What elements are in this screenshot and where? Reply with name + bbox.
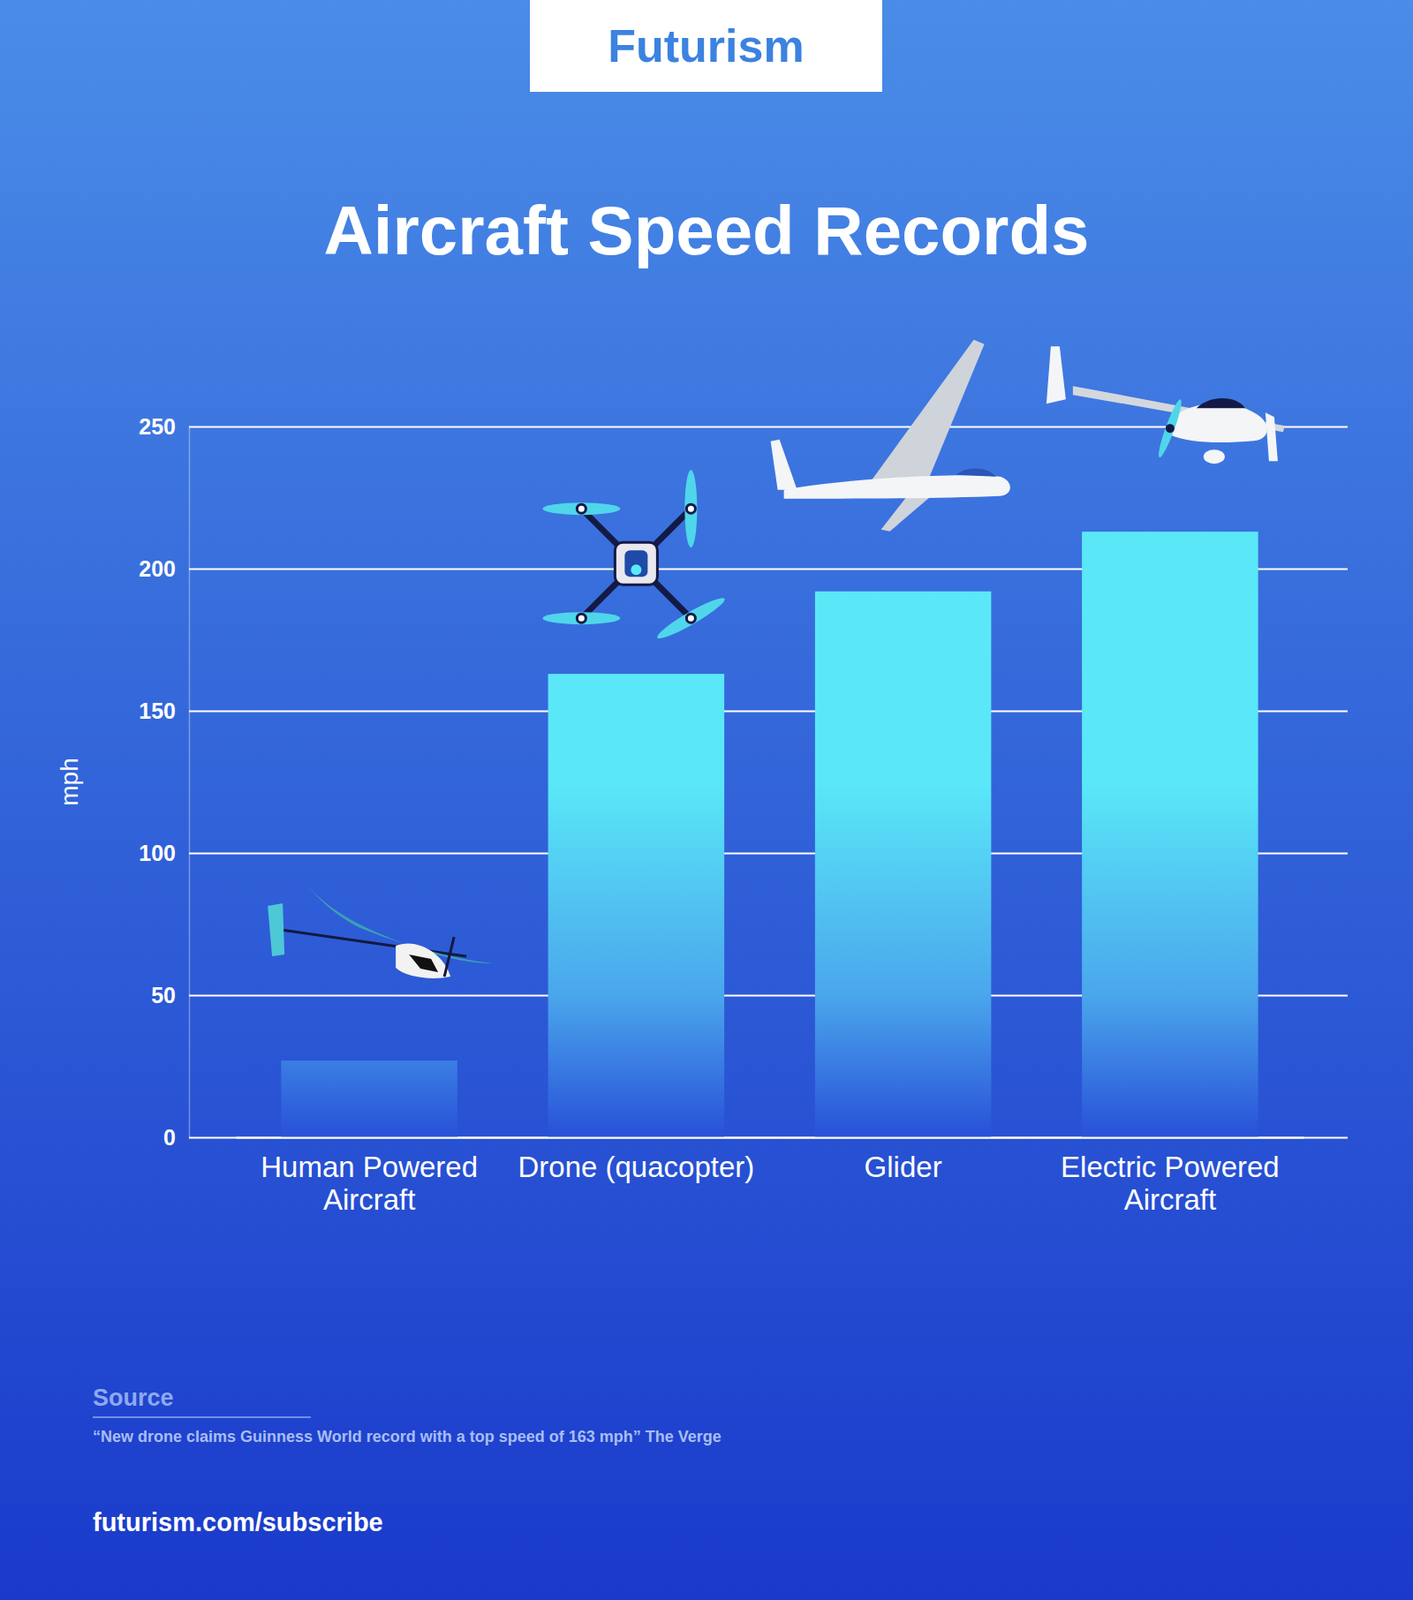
- y-axis-line: [188, 427, 191, 1139]
- icon-part: [784, 475, 1011, 499]
- icon-part: [1165, 423, 1175, 433]
- x-tick-label: Human PoweredAircraft: [260, 1150, 478, 1216]
- x-tick-label-line: Aircraft: [1124, 1183, 1217, 1217]
- x-tick-label-line: Electric Powered: [1060, 1150, 1280, 1184]
- icon-part: [1046, 346, 1066, 404]
- grid-line: [188, 1137, 1348, 1140]
- x-tick-label-line: Aircraft: [323, 1183, 416, 1217]
- icon-part: [267, 903, 285, 957]
- icon-part: [280, 929, 467, 957]
- y-axis-title: mph: [55, 757, 84, 806]
- bars: [280, 531, 1258, 1138]
- icon-part: [956, 468, 997, 477]
- x-tick-label: Glider: [864, 1150, 943, 1184]
- footer-link: futurism.com/subscribe: [92, 1508, 384, 1537]
- aircraft-icon: [267, 882, 493, 979]
- icon-part: [395, 943, 451, 979]
- icon-part: [614, 542, 658, 585]
- icon-part: [408, 954, 439, 973]
- icon-part: [686, 504, 696, 514]
- y-tick-label: 100: [138, 840, 176, 866]
- x-axis-line: [236, 1137, 1305, 1140]
- icon-part: [868, 340, 985, 486]
- y-axis: 0 50 100 150 200 250: [138, 414, 1348, 1150]
- y-tick-label: 0: [163, 1125, 176, 1150]
- header-box: [529, 0, 883, 92]
- aircraft-icon: [1046, 346, 1285, 464]
- icon-part: [1196, 398, 1246, 409]
- bar: [548, 673, 725, 1138]
- icon-part: [542, 502, 620, 515]
- chart-canvas: Futurism Aircraft Speed Records 0 50 100 150 2…: [0, 0, 1413, 1600]
- x-axis: Human PoweredAircraftDrone (quacopter)Gl…: [236, 1137, 1305, 1217]
- icon-part: [654, 593, 728, 643]
- y-tick-label: 150: [138, 698, 176, 724]
- x-tick-label-line: Human Powered: [260, 1150, 478, 1184]
- source-rule: [92, 1416, 311, 1419]
- bar: [1081, 531, 1258, 1138]
- y-tick-label: 250: [138, 414, 176, 439]
- icon-part: [686, 613, 696, 623]
- icon-part: [770, 439, 798, 491]
- x-tick: Glider: [864, 1137, 943, 1184]
- x-tick-label: Drone (quacopter): [517, 1150, 755, 1184]
- header-logo: Futurism: [607, 20, 804, 72]
- aircraft-icon: [542, 469, 728, 643]
- icon-part: [1170, 403, 1268, 443]
- background: [0, 0, 1413, 1600]
- bar: [280, 1060, 457, 1138]
- icon-part: [576, 613, 586, 623]
- bar: [815, 591, 991, 1138]
- icon-part: [542, 612, 620, 625]
- aircraft-icon: [770, 340, 1011, 532]
- icon-part: [1203, 449, 1225, 464]
- icon-part: [684, 469, 697, 548]
- icon-part: [576, 504, 586, 514]
- x-tick: Human PoweredAircraft: [260, 1137, 478, 1217]
- icon-part: [1155, 398, 1185, 460]
- chart-title: Aircraft Speed Records: [324, 191, 1090, 270]
- y-tick-label: 200: [138, 556, 176, 582]
- icon-part: [630, 564, 642, 575]
- y-tick-label: 50: [151, 982, 176, 1008]
- x-tick: Drone (quacopter): [517, 1137, 755, 1184]
- x-tick: Electric PoweredAircraft: [1060, 1137, 1280, 1217]
- icon-part: [1265, 412, 1278, 461]
- source-title: Source: [92, 1384, 174, 1412]
- x-tick-label: Electric PoweredAircraft: [1060, 1150, 1280, 1216]
- icons: [267, 340, 1285, 979]
- icon-part: [444, 936, 454, 977]
- source-text: “New drone claims Guinness World record …: [92, 1428, 722, 1446]
- icon-part: [624, 550, 648, 577]
